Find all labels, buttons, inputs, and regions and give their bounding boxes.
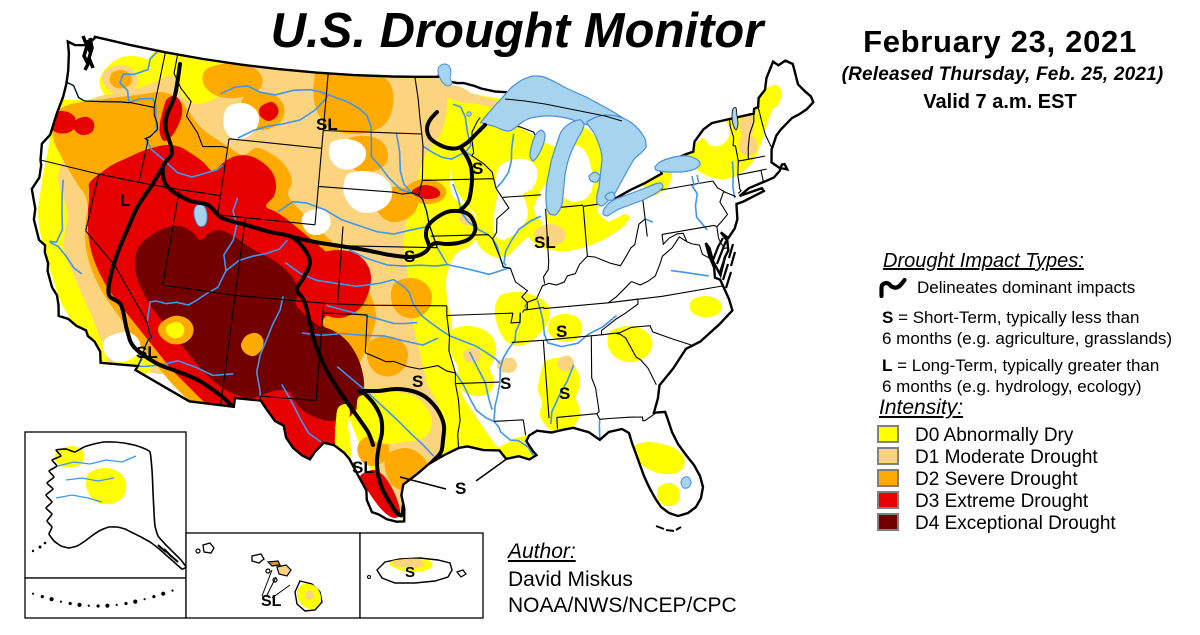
svg-text:S: S bbox=[556, 322, 567, 341]
svg-text:S: S bbox=[405, 564, 415, 581]
svg-text:S: S bbox=[472, 159, 483, 178]
svg-text:S: S bbox=[404, 247, 415, 266]
svg-text:SL: SL bbox=[352, 458, 374, 477]
svg-text:S: S bbox=[500, 374, 511, 393]
svg-text:SL: SL bbox=[261, 593, 282, 610]
svg-text:SL: SL bbox=[316, 115, 338, 134]
svg-text:S: S bbox=[455, 479, 466, 498]
svg-text:S: S bbox=[559, 384, 570, 403]
svg-text:SL: SL bbox=[534, 233, 556, 252]
svg-text:S: S bbox=[412, 372, 423, 391]
svg-text:SL: SL bbox=[136, 343, 158, 362]
svg-text:L: L bbox=[120, 191, 130, 210]
